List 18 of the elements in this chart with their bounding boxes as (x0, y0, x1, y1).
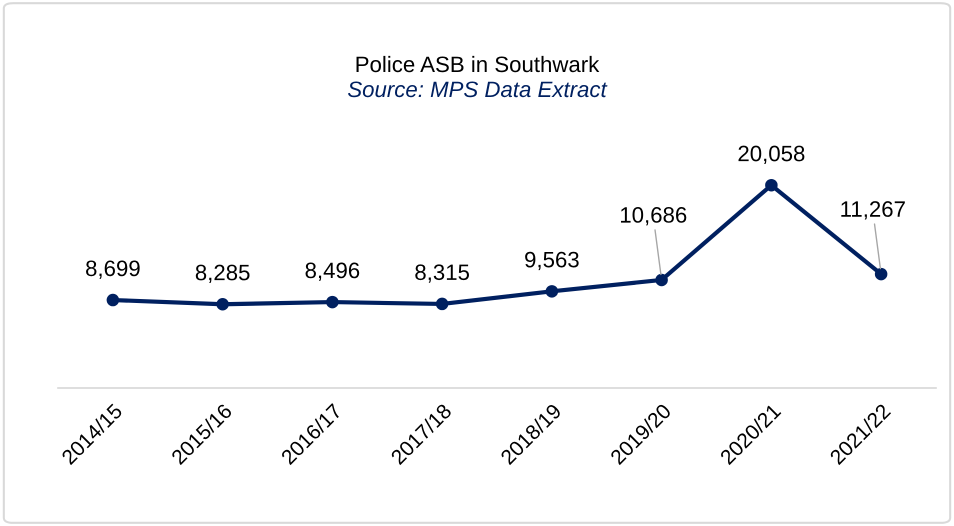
data-label: 8,496 (306, 262, 360, 281)
point (546, 285, 558, 298)
point (874, 268, 888, 280)
chart-title: Police ASB in Southwark (356, 56, 600, 72)
point (765, 178, 778, 192)
data-label: 20,058 (738, 146, 804, 164)
point (106, 294, 120, 306)
data-label: 9,563 (525, 252, 579, 270)
point (216, 298, 229, 310)
data-label: 8,285 (196, 264, 250, 284)
point (655, 274, 668, 286)
data-label: 10,686 (621, 207, 686, 226)
data-label: 8,315 (415, 264, 469, 283)
data-label: 11,267 (841, 201, 905, 220)
point (326, 296, 339, 308)
data-label: 8,699 (86, 260, 140, 279)
chart-subtitle: Source: MPS Data Extract (348, 81, 608, 98)
point (436, 298, 448, 310)
